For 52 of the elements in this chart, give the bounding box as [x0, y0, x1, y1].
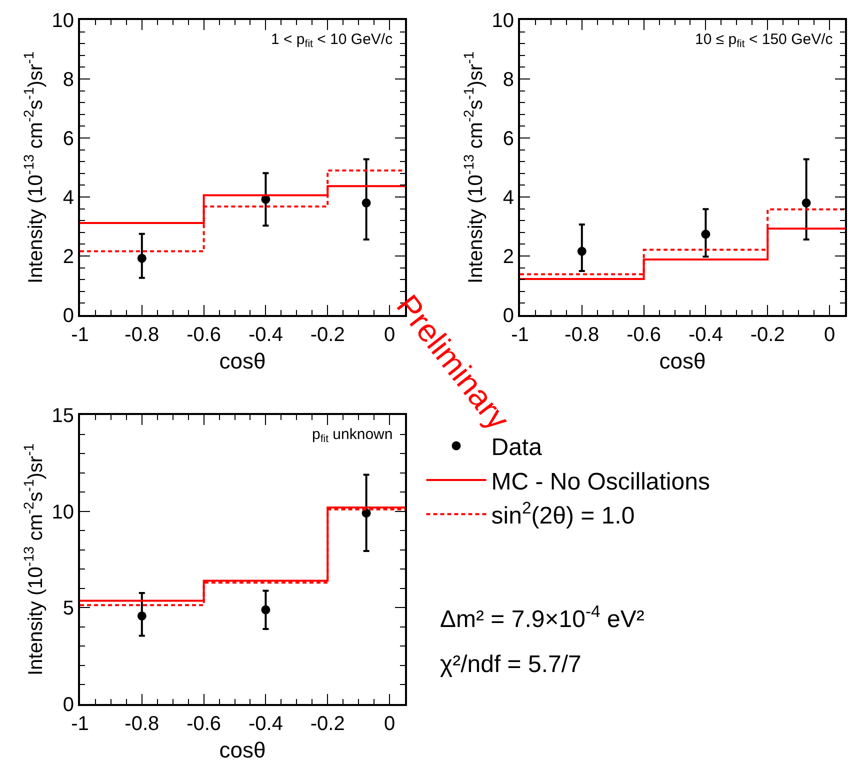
x-tick-label: 0	[384, 713, 396, 735]
x-tick-label: -0.4	[248, 713, 283, 735]
x-tick-label: -0.2	[750, 324, 785, 346]
y-tick-label: 2	[502, 246, 514, 268]
y-tick-label: 5	[62, 598, 74, 620]
y-tick-label: 10	[492, 10, 514, 32]
x-tick-label: -0.8	[564, 324, 600, 346]
y-tick-label: 4	[62, 187, 74, 209]
x-tick-label: -0.8	[124, 324, 160, 346]
x-tick-label: -0.6	[626, 324, 662, 346]
text: χ²/ndf = 5.7/7	[440, 651, 582, 678]
y-tick-label: 2	[62, 246, 74, 268]
y-tick-label: 8	[62, 69, 74, 91]
x-tick-label: -1	[71, 324, 89, 346]
legend-label: MC - No Oscillations	[491, 468, 710, 496]
y-tick-label: 0	[62, 305, 74, 327]
y-tick-label: 8	[502, 69, 514, 91]
legend-label: sin$^{2}$(2θ) = 1.0	[491, 498, 635, 530]
text: Δm² = 7.9×10$^{-4}$ eV²	[440, 602, 644, 634]
x-tick-label: -1	[71, 713, 89, 735]
point	[362, 198, 371, 208]
x-tick-label: -0.4	[688, 324, 723, 346]
point	[137, 254, 146, 263]
x-tick-label: -0.6	[186, 324, 222, 346]
point	[261, 605, 270, 614]
x-tick-label: -0.2	[310, 324, 345, 346]
annotation: p$_{fit}$ unknown	[312, 426, 393, 446]
point	[362, 508, 371, 518]
point	[137, 611, 146, 620]
x-tick-label: 0	[824, 324, 836, 346]
x-tick-label: 0	[384, 324, 396, 346]
y-tick-label: 4	[502, 187, 514, 209]
x-tick-label: -0.2	[310, 713, 345, 735]
x-tick-label: -0.8	[124, 713, 160, 735]
annotation: 10 ≤ p$_{fit}$ < 150 GeV/c	[695, 31, 834, 50]
x-axis-title: cosθ	[659, 348, 706, 374]
point	[802, 198, 811, 208]
y-tick-label: 6	[502, 128, 514, 150]
x-tick-label: -0.4	[248, 324, 283, 346]
y-tick-label: 10	[52, 10, 74, 32]
x-tick-label: -1	[511, 324, 529, 346]
point	[701, 230, 710, 239]
x-tick-label: -0.6	[186, 713, 222, 735]
legend-label: Data	[491, 434, 543, 462]
y-tick-label: 0	[62, 694, 74, 716]
y-tick-label: 10	[52, 501, 74, 524]
annotation: 1 < p$_{fit}$ < 10 GeV/c	[271, 31, 394, 50]
x-axis-title: cosθ	[219, 737, 266, 762]
point	[577, 246, 586, 256]
x-axis-title: cosθ	[219, 348, 266, 374]
y-tick-label: 6	[62, 128, 74, 150]
y-tick-label: 15	[52, 405, 74, 427]
